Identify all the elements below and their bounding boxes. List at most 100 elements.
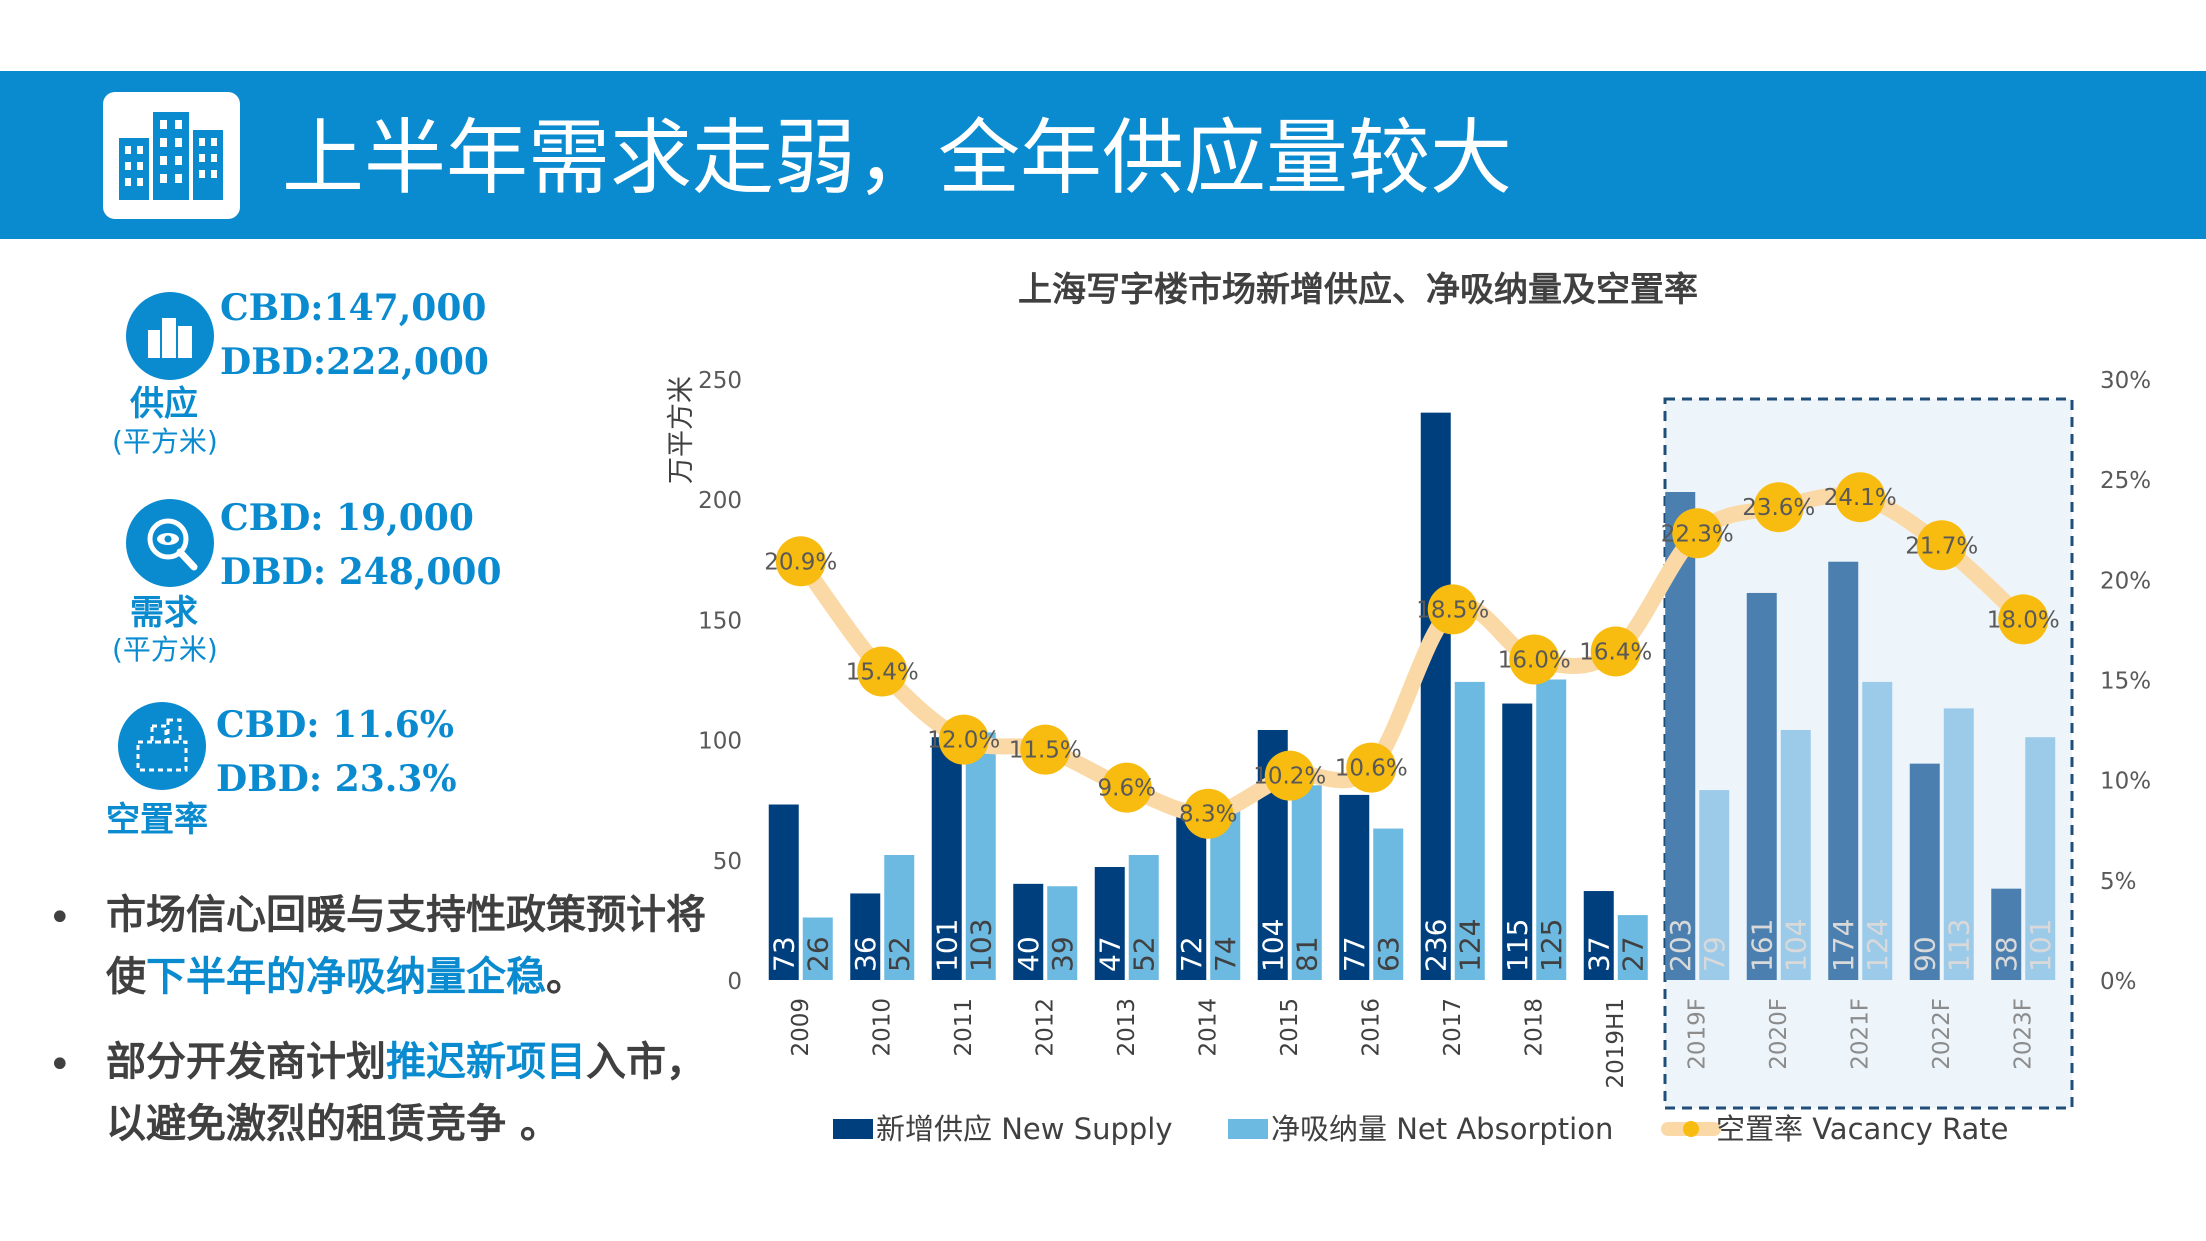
vacancy-point <box>1916 520 1967 571</box>
supply-bar-label: 174 <box>1827 919 1860 972</box>
absorption-bar-label: 81 <box>1290 936 1323 972</box>
absorption-bar-label: 103 <box>964 919 997 972</box>
vacancy-point <box>1101 762 1152 813</box>
x-tick-label: 2015 <box>1277 998 1303 1057</box>
vacancy-point-label: 20.9% <box>764 549 837 575</box>
vacancy-point-label: 12.0% <box>927 728 1000 754</box>
bullet-text-2: 部分开发商计划推迟新项目入市，以避免激烈的租赁竞争 。 <box>106 1039 706 1147</box>
absorption-bar <box>1454 681 1485 980</box>
absorption-bar <box>1699 790 1730 980</box>
vacancy-point <box>857 646 908 697</box>
y2-tick-label: 10% <box>2100 769 2151 795</box>
vacancy-building-icon <box>118 702 206 790</box>
vacancy-point-label: 9.6% <box>1098 776 1156 802</box>
y-tick-label: 0 <box>727 969 742 995</box>
supply-bar-label: 203 <box>1664 919 1697 972</box>
supply-bar <box>1339 794 1370 980</box>
supply-bar-label: 38 <box>1990 936 2023 972</box>
supply-bar <box>768 804 799 980</box>
absorption-bar <box>1943 708 1974 980</box>
supply-bar-label: 40 <box>1012 936 1045 972</box>
absorption-bar-label: 52 <box>883 936 916 972</box>
absorption-bar <box>884 854 915 980</box>
legend-swatch-vacancy-marker <box>1683 1121 1699 1137</box>
absorption-bar-label: 52 <box>1127 936 1160 972</box>
vacancy-point-label: 10.6% <box>1335 756 1408 782</box>
x-tick-label: 2019H1 <box>1603 998 1629 1088</box>
absorption-bar <box>1128 854 1159 980</box>
absorption-bar-label: 124 <box>1453 919 1486 972</box>
absorption-bar <box>1047 886 1078 980</box>
vacancy-point <box>1264 750 1315 801</box>
y-tick-label: 200 <box>698 488 742 514</box>
supply-bar <box>931 737 962 980</box>
vacancy-label: 空置率 <box>106 800 208 840</box>
absorption-bar <box>1617 915 1648 980</box>
x-tick-label: 2013 <box>1114 998 1140 1057</box>
vacancy-point-label: 10.2% <box>1253 764 1326 790</box>
vacancy-line <box>792 487 2032 822</box>
y-tick-label: 150 <box>698 608 742 634</box>
chart-title: 上海写字楼市场新增供应、净吸纳量及空置率 <box>1018 270 1698 310</box>
supply-bar-label: 77 <box>1338 936 1371 972</box>
supply-bar <box>1502 703 1533 980</box>
vacancy-point <box>1753 482 1804 533</box>
bullet-text-1: 市场信心回暖与支持性政策预计将使下半年的净吸纳量企稳。 <box>106 892 706 1000</box>
vacancy-point-label: 18.5% <box>1416 597 1489 623</box>
absorption-bar <box>965 732 996 980</box>
vacancy-point-label: 15.4% <box>846 659 919 685</box>
vacancy-point <box>1427 584 1478 635</box>
absorption-bar-label: 101 <box>2024 919 2057 972</box>
supply-bar <box>850 893 881 980</box>
supply-bar <box>1583 891 1614 980</box>
supply-bar-label: 37 <box>1582 936 1615 972</box>
supply-bar-label: 47 <box>1093 936 1126 972</box>
absorption-bar-label: 104 <box>1779 919 1812 972</box>
absorption-bar-label: 125 <box>1535 919 1568 972</box>
supply-bar <box>1909 763 1940 980</box>
bullet-mark-2: • <box>48 1042 72 1088</box>
absorption-bar-label: 63 <box>1372 936 1405 972</box>
y-axis-label: 万平方米 <box>666 376 697 484</box>
vacancy-point-label: 18.0% <box>1987 607 2060 633</box>
absorption-bar-label: 79 <box>1698 936 1731 972</box>
absorption-bar-label: 74 <box>1209 936 1242 972</box>
legend-swatch-supply <box>833 1119 873 1139</box>
vacancy-point-label: 23.6% <box>1742 495 1815 521</box>
bullet-mark-1: • <box>48 895 72 941</box>
vacancy-point <box>1020 724 1071 775</box>
x-tick-label: 2011 <box>951 998 977 1057</box>
header-banner <box>0 71 2206 239</box>
absorption-bar <box>1780 729 1811 980</box>
supply-bar-label: 72 <box>1175 936 1208 972</box>
buildings-logo-icon <box>103 92 240 219</box>
vacancy-point-label: 11.5% <box>1009 738 1082 764</box>
legend-swatch-absorption <box>1228 1119 1268 1139</box>
y-tick-label: 100 <box>698 729 742 755</box>
legend-label-supply: 新增供应 New Supply <box>876 1112 1173 1146</box>
supply-dbd: DBD:222,000 <box>220 341 489 383</box>
y-tick-label: 250 <box>698 368 742 394</box>
supply-bar-label: 36 <box>849 936 882 972</box>
vacancy-point <box>1998 594 2049 645</box>
vacancy-point-label: 21.7% <box>1905 533 1978 559</box>
y-tick-label: 50 <box>713 849 742 875</box>
vacancy-point <box>1672 508 1723 559</box>
y2-tick-label: 20% <box>2100 568 2151 594</box>
x-tick-label: 2010 <box>869 998 895 1057</box>
page-title: 上半年需求走弱，全年供应量较大 <box>282 111 1513 206</box>
supply-bar <box>1746 592 1777 980</box>
absorption-bar <box>2025 737 2056 980</box>
supply-bar <box>1420 412 1451 980</box>
vacancy-point <box>1835 472 1886 523</box>
supply-bar <box>1013 883 1044 980</box>
x-tick-label: 2017 <box>1440 998 1466 1057</box>
y2-tick-label: 0% <box>2100 969 2137 995</box>
x-tick-label: 2019F <box>1684 998 1710 1070</box>
absorption-bar-label: 113 <box>1942 919 1975 972</box>
demand-dbd: DBD: 248,000 <box>220 551 502 593</box>
x-tick-label: 2012 <box>1032 998 1058 1057</box>
supply-bar-label: 104 <box>1256 919 1289 972</box>
absorption-bar-label: 124 <box>1861 919 1894 972</box>
absorption-bar-label: 26 <box>801 936 834 972</box>
